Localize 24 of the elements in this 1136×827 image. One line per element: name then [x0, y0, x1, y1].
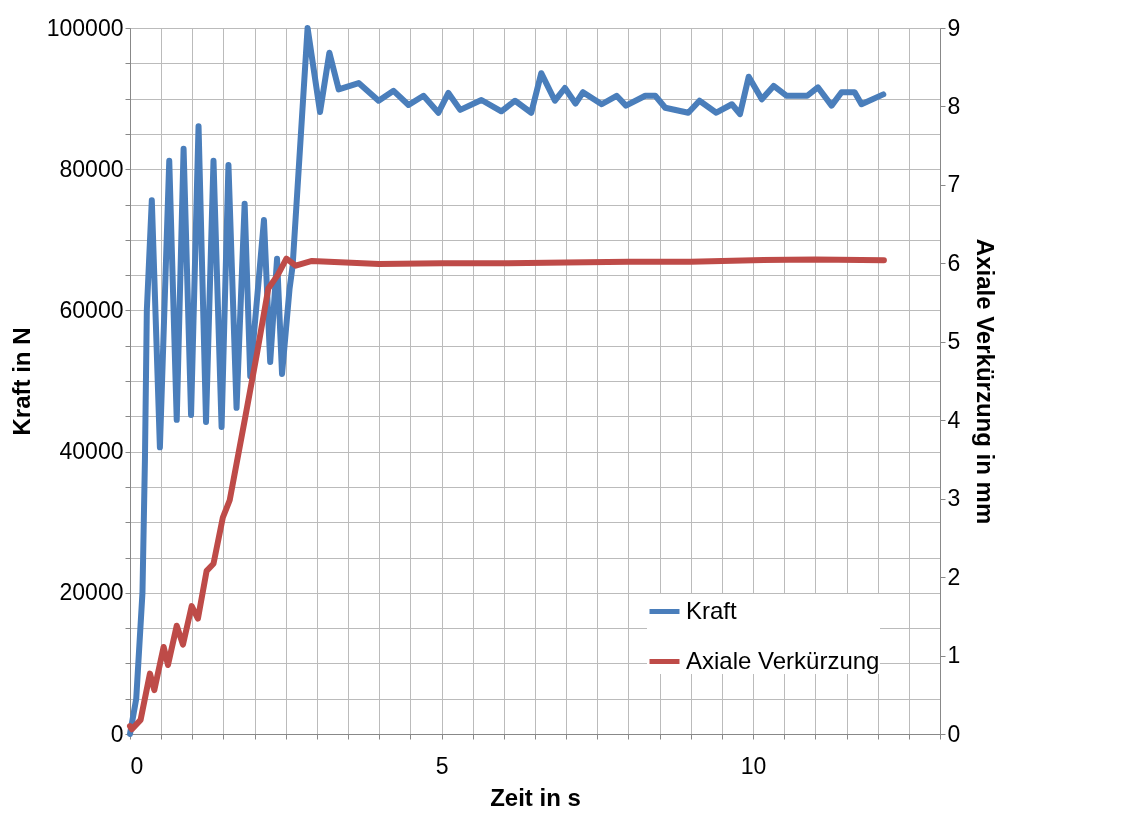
- y-axis-title: Kraft in N: [7, 327, 35, 436]
- y2-tick-label: 2: [947, 563, 961, 590]
- y2-tick-label: 0: [947, 720, 961, 747]
- legend-label: Axiale Verkürzung: [686, 646, 880, 674]
- y2-tick-label: 8: [947, 92, 961, 119]
- y2-tick-label: 5: [947, 328, 961, 355]
- y-tick-label: 40000: [59, 438, 124, 465]
- x-tick-label: 5: [435, 752, 449, 779]
- y-tick-label: 0: [110, 720, 124, 747]
- y2-tick-label: 6: [947, 249, 961, 276]
- y-tick-label: 80000: [59, 155, 124, 182]
- x-axis-title: Zeit in s: [490, 783, 581, 811]
- y-tick-label: 20000: [59, 579, 124, 606]
- y2-tick-label: 4: [947, 406, 961, 433]
- x-tick-label: 0: [130, 752, 144, 779]
- y2-tick-label: 1: [947, 642, 961, 669]
- y-tick-label: 100000: [46, 14, 124, 41]
- x-tick-label: 10: [740, 752, 767, 779]
- y-tick-label: 60000: [59, 296, 124, 323]
- legend-label: Kraft: [686, 596, 738, 624]
- y2-tick-label: 9: [947, 14, 961, 41]
- y2-tick-label: 7: [947, 171, 961, 198]
- y2-tick-label: 3: [947, 485, 961, 512]
- y2-axis-title: Axiale Verkürzung in mm: [972, 238, 1000, 525]
